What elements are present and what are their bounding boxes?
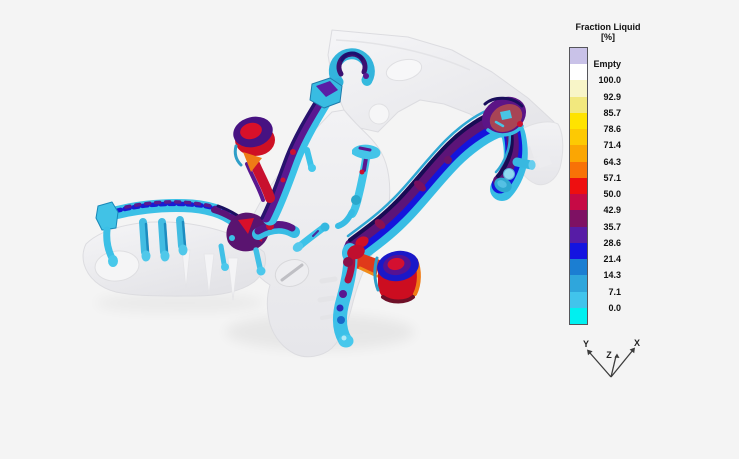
- legend-title-units: [%]: [601, 32, 615, 42]
- legend-segment: [570, 307, 587, 324]
- legend-segment: [570, 80, 587, 97]
- legend-segment: [570, 112, 587, 130]
- legend-segment: [570, 259, 587, 276]
- x-axis-label: X: [634, 338, 640, 348]
- legend-title: Fraction Liquid: [575, 22, 641, 32]
- part-shadow: [95, 293, 415, 350]
- ring-clamp: [309, 48, 375, 109]
- gating-manifold-left: [95, 202, 300, 276]
- y-axis-arrowhead: [587, 349, 593, 356]
- riser-boss-left: [233, 116, 275, 203]
- riser-boss-bottom: [355, 250, 421, 304]
- legend-segment: [570, 161, 587, 178]
- legend-bar-segments: [569, 47, 588, 325]
- legend-segment: [570, 48, 587, 65]
- legend-segment: [570, 145, 587, 162]
- casting-round-hole: [368, 103, 390, 125]
- z-axis-arrowhead: [614, 353, 620, 358]
- legend-segment: [570, 194, 587, 211]
- legend-segment: [570, 210, 587, 227]
- legend-segment: [570, 291, 587, 308]
- x-axis-arrowhead: [629, 347, 635, 354]
- casting-wing-hole: [94, 250, 140, 282]
- sprue-center: [292, 144, 381, 252]
- riser-boss-right: [482, 96, 526, 137]
- legend-segment: [570, 96, 587, 113]
- legend-segment: [570, 129, 587, 146]
- runner-system: [95, 48, 536, 348]
- legend-segment: [570, 177, 587, 195]
- legend-segment: [570, 242, 587, 260]
- legend-segment: [570, 64, 587, 81]
- z-axis-label: Z: [606, 350, 612, 360]
- left-down-runner: [260, 98, 326, 218]
- casting-oval-hole: [385, 58, 423, 82]
- legend-segment: [570, 226, 587, 243]
- vertical-runner-bottom: [337, 242, 365, 348]
- main-runner-right: [348, 107, 536, 253]
- legend-segment: [570, 275, 587, 292]
- orientation-triad: Y X Z: [583, 338, 640, 378]
- y-axis-label: Y: [583, 339, 589, 349]
